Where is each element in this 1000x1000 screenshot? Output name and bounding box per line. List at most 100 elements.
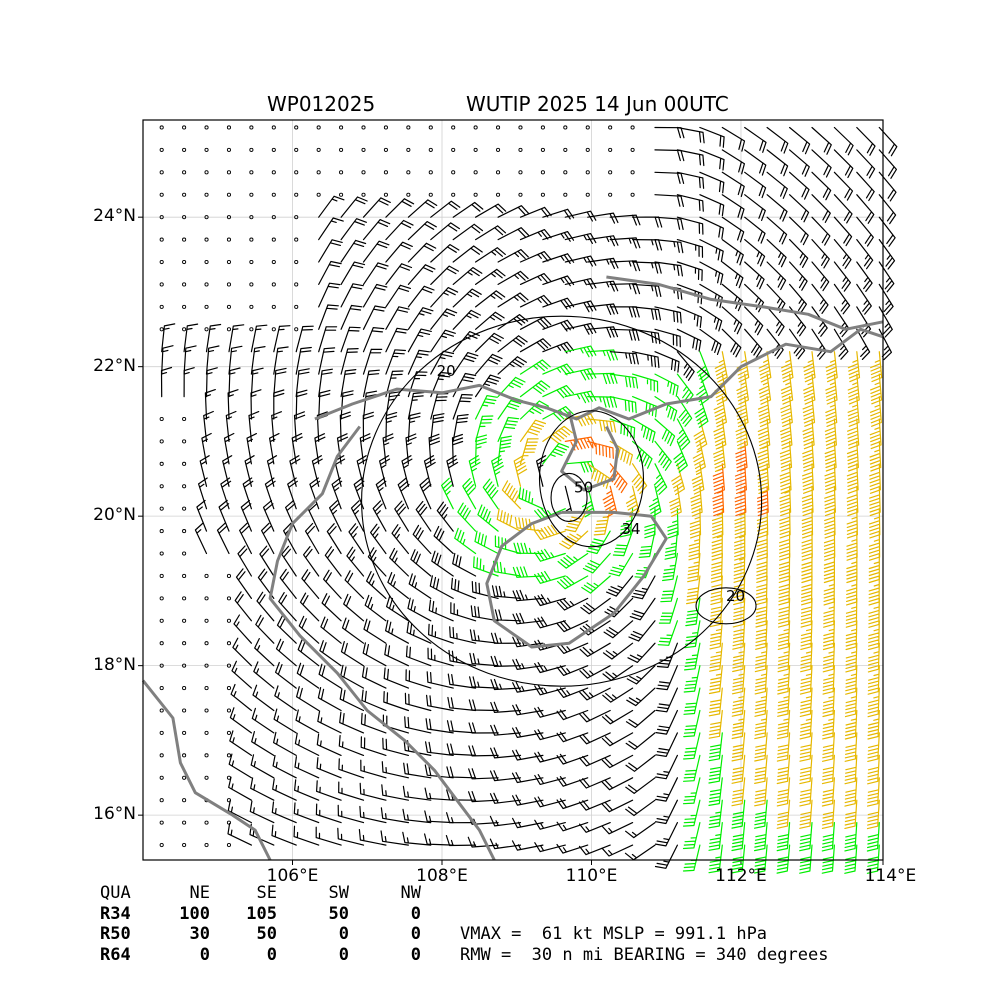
wind-barb — [512, 749, 544, 761]
wind-barb — [255, 614, 275, 644]
wind-barb — [867, 687, 880, 718]
calm-marker — [226, 663, 232, 668]
wind-barb — [385, 306, 410, 330]
wind-barb — [293, 802, 320, 824]
wind-barb — [511, 840, 544, 851]
wind-barb — [514, 516, 544, 532]
calm-marker — [608, 170, 613, 175]
calm-marker — [159, 573, 164, 579]
calm-marker — [518, 147, 523, 152]
wind-barb — [430, 329, 456, 353]
wind-barb — [579, 709, 611, 723]
wind-barb — [800, 597, 813, 628]
wind-barb — [868, 597, 880, 628]
row-label: R34 — [100, 903, 131, 924]
wind-barb — [402, 831, 432, 846]
wind-barb — [789, 283, 807, 314]
wind-barb — [519, 419, 546, 442]
wind-barb — [683, 687, 701, 715]
wind-barb — [587, 280, 619, 292]
calm-marker — [159, 147, 164, 152]
calm-marker — [271, 147, 276, 152]
wind-barb — [318, 195, 345, 218]
wind-barb — [867, 732, 880, 762]
calm-marker — [159, 798, 164, 803]
calm-marker — [540, 192, 545, 197]
wind-barb — [384, 643, 409, 667]
wind-barb — [655, 687, 678, 713]
calm-marker — [585, 170, 590, 175]
wind-barb — [454, 527, 477, 555]
calm-marker — [226, 708, 232, 713]
wind-barb — [714, 351, 728, 383]
calm-marker — [159, 708, 164, 713]
wind-barb — [789, 194, 810, 223]
wind-barb — [676, 239, 704, 258]
wind-barb — [430, 222, 460, 241]
wind-barb — [519, 294, 552, 308]
wind-barb — [362, 197, 391, 218]
wind-barb — [802, 396, 816, 427]
wind-barb — [261, 522, 275, 555]
wind-barb — [682, 777, 701, 805]
wind-barb — [625, 709, 656, 728]
calm-marker — [204, 775, 209, 780]
wind-barb — [183, 367, 195, 398]
wind-barb — [295, 368, 310, 398]
wind-barb — [318, 239, 343, 263]
wind-barb — [341, 617, 365, 644]
wind-barb — [847, 418, 860, 450]
wind-barb — [731, 687, 746, 717]
wind-barb — [559, 530, 589, 550]
wind-barb — [856, 283, 872, 315]
wind-barb — [799, 799, 813, 829]
calm-marker — [204, 125, 209, 130]
wind-barb — [326, 523, 342, 555]
calm-marker — [204, 596, 209, 601]
wind-barb — [655, 709, 678, 735]
wind-barb — [402, 808, 432, 824]
wind-barb — [654, 216, 684, 230]
wind-barb — [564, 508, 589, 533]
wind-barb — [582, 552, 611, 574]
wind-barb — [789, 126, 811, 155]
wind-barb — [556, 642, 589, 654]
wind-barb — [469, 652, 499, 667]
wind-barb — [721, 283, 743, 312]
calm-marker — [204, 304, 209, 309]
wind-barb — [295, 389, 308, 420]
wind-barb — [254, 638, 275, 667]
wind-barb — [587, 440, 614, 459]
header-sw: SW — [328, 883, 349, 903]
wind-radii-header-row: QUA NE SE SW NW — [100, 883, 421, 904]
wind-barb — [404, 716, 432, 734]
wind-barb — [721, 216, 745, 243]
wind-barb — [293, 825, 320, 846]
wind-barb — [512, 658, 544, 670]
wind-barb — [285, 500, 297, 532]
calm-marker — [608, 125, 613, 130]
calm-marker — [226, 641, 232, 646]
calm-marker — [182, 461, 187, 466]
wind-barb — [475, 225, 507, 241]
wind-barb — [845, 597, 858, 628]
wind-barb — [534, 751, 566, 763]
calm-marker — [182, 439, 187, 444]
wind-barb — [475, 353, 503, 375]
wind-barb — [870, 351, 883, 383]
wind-barb — [385, 263, 413, 285]
wind-barb — [811, 283, 829, 314]
wind-barb — [676, 396, 693, 427]
wind-barb — [343, 593, 365, 622]
wind-barb — [731, 799, 746, 829]
wind-barb — [340, 390, 354, 420]
cell-nw: 0 — [410, 903, 421, 924]
wind-barb — [272, 755, 297, 779]
wind-barb — [731, 732, 746, 762]
wind-barb — [731, 777, 746, 807]
wind-barb — [580, 597, 611, 615]
wind-barb — [878, 126, 898, 157]
wind-barb — [407, 285, 435, 308]
wind-barb — [518, 487, 544, 510]
wind-barb — [656, 642, 678, 668]
